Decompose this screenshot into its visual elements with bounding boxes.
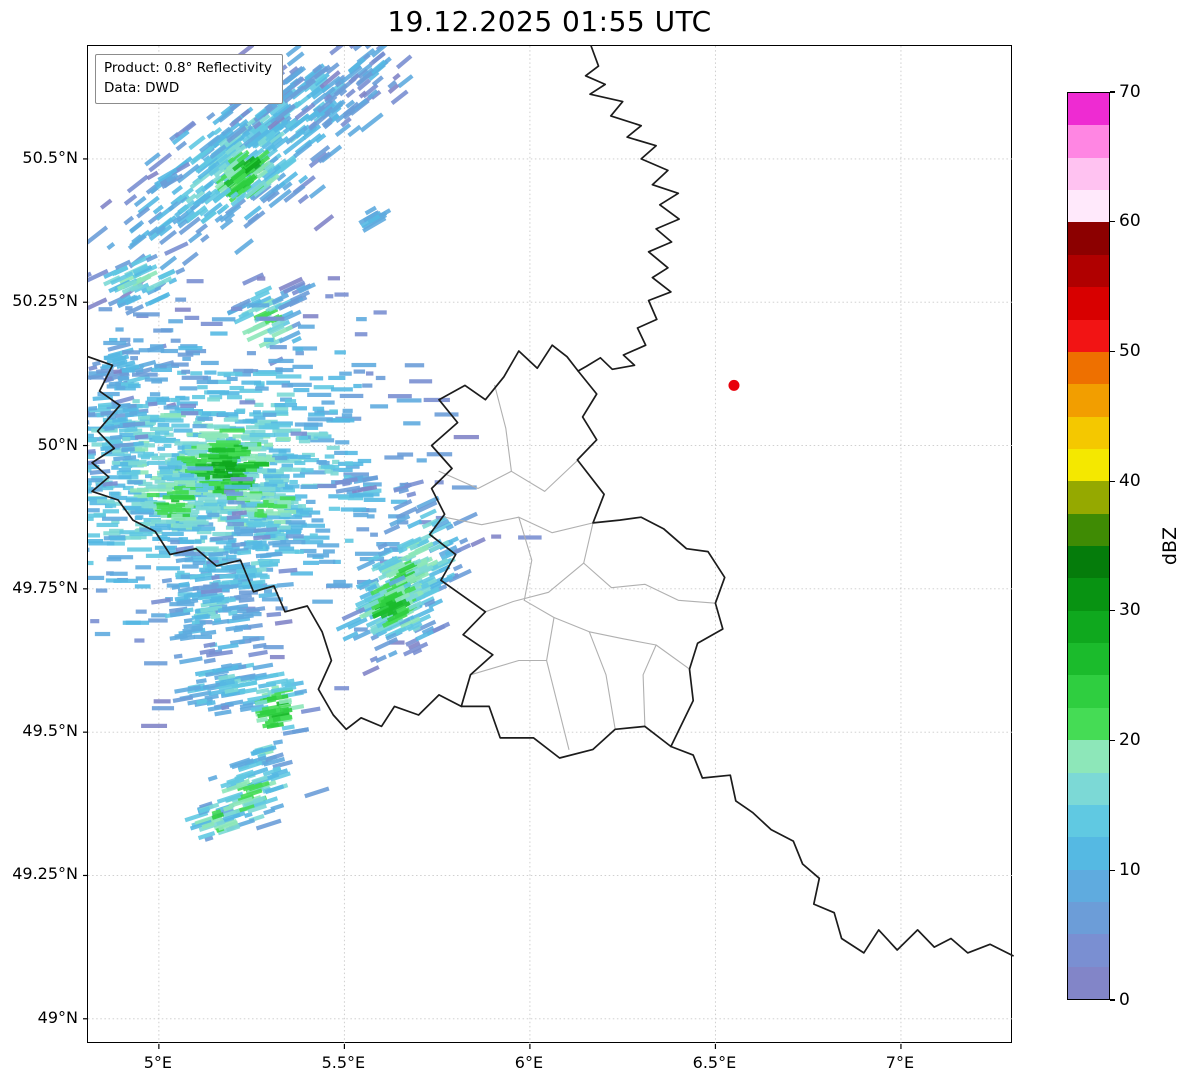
colorbar-segment <box>1068 481 1109 514</box>
colorbar-segment <box>1068 254 1109 288</box>
colorbar-tick-label: 50 <box>1119 340 1141 361</box>
colorbar-segment <box>1068 546 1109 579</box>
y-tick-label: 50.25°N <box>12 291 78 311</box>
colorbar-segment <box>1068 448 1109 482</box>
radar-echo-layer <box>88 46 1013 1044</box>
canton-border <box>642 644 657 727</box>
y-tick-label: 49.75°N <box>12 577 78 597</box>
colorbar-segment <box>1068 319 1109 352</box>
colorbar-tick-label: 30 <box>1119 600 1141 621</box>
radar-site-marker <box>728 379 740 391</box>
y-tick-label: 49°N <box>37 1007 78 1027</box>
colorbar-segment <box>1068 513 1109 547</box>
colorbar-tick-mark <box>1110 221 1115 223</box>
colorbar-tick-label: 70 <box>1119 81 1141 102</box>
canton-border <box>518 516 533 601</box>
colorbar-segment <box>1068 934 1109 967</box>
colorbar-segment <box>1068 804 1109 838</box>
colorbar-segment <box>1068 869 1109 902</box>
country-border-france-belgium <box>87 355 463 731</box>
colorbar-segment <box>1068 901 1109 935</box>
colorbar-tick-mark <box>1110 869 1115 871</box>
colorbar-segment <box>1068 287 1109 320</box>
colorbar-tick-mark <box>1110 610 1115 612</box>
canton-border <box>583 522 716 604</box>
canton-border <box>438 459 579 492</box>
colorbar-segment <box>1068 157 1109 191</box>
colorbar-segment <box>1068 190 1109 223</box>
canton-border <box>484 562 585 613</box>
country-border-belgium-germany <box>577 45 680 372</box>
map-borders-layer <box>83 45 1014 1049</box>
legend-box: Product: 0.8° Reflectivity Data: DWD <box>95 54 283 105</box>
colorbar-tick-label: 20 <box>1119 730 1141 751</box>
canton-border <box>444 516 594 534</box>
y-tick-label: 50°N <box>37 434 78 454</box>
colorbar-tick-label: 40 <box>1119 470 1141 491</box>
canton-border <box>523 599 691 670</box>
x-tick-label: 6°E <box>514 1053 544 1072</box>
colorbar-segment <box>1068 610 1109 644</box>
y-tick-label: 50.5°N <box>22 147 78 167</box>
plot-title: 19.12.2025 01:55 UTC <box>387 5 712 38</box>
x-tick-label: 5°E <box>143 1053 173 1072</box>
colorbar-tick-label: 0 <box>1119 989 1130 1010</box>
colorbar-tick-label: 60 <box>1119 211 1141 232</box>
colorbar-segment <box>1068 740 1109 773</box>
x-tick-label: 5.5°E <box>321 1053 366 1072</box>
canton-border <box>588 631 616 730</box>
colorbar-tick-label: 10 <box>1119 859 1141 880</box>
canton-border <box>494 384 512 472</box>
colorbar-tick-mark <box>1110 350 1115 353</box>
colorbar-segment <box>1068 351 1109 385</box>
colorbar-segment <box>1068 707 1109 741</box>
canton-border <box>469 659 548 676</box>
colorbar-segment <box>1068 93 1109 126</box>
colorbar-segment <box>1068 416 1109 449</box>
colorbar-segment <box>1068 578 1109 611</box>
y-tick-label: 49.5°N <box>22 721 78 741</box>
x-tick-label: 7°E <box>885 1053 915 1072</box>
colorbar-segment <box>1068 125 1109 158</box>
colorbar-segment <box>1068 675 1109 708</box>
x-tick-label: 6.5°E <box>692 1053 737 1072</box>
country-border-luxembourg <box>428 344 726 759</box>
colorbar-segment <box>1068 837 1109 870</box>
colorbar-unit-label: dBZ <box>1159 526 1181 566</box>
colorbar <box>1067 92 1110 1000</box>
colorbar-segment <box>1068 772 1109 805</box>
colorbar-segment <box>1068 643 1109 676</box>
colorbar-segment <box>1068 222 1109 255</box>
colorbar-tick-mark <box>1110 91 1115 93</box>
map-plot: Product: 0.8° Reflectivity Data: DWD <box>83 45 1014 1049</box>
colorbar-segment <box>1068 384 1109 417</box>
colorbar-tick-mark <box>1110 739 1115 742</box>
colorbar-tick-mark <box>1110 480 1115 482</box>
canton-border <box>546 616 570 750</box>
country-border-france-germany <box>670 745 1014 957</box>
y-tick-label: 49.25°N <box>12 864 78 884</box>
legend-data-line: Data: DWD <box>104 79 180 96</box>
colorbar-segment <box>1068 966 1109 1000</box>
colorbar-tick-mark <box>1110 999 1115 1001</box>
legend-product-line: Product: 0.8° Reflectivity <box>104 60 272 76</box>
